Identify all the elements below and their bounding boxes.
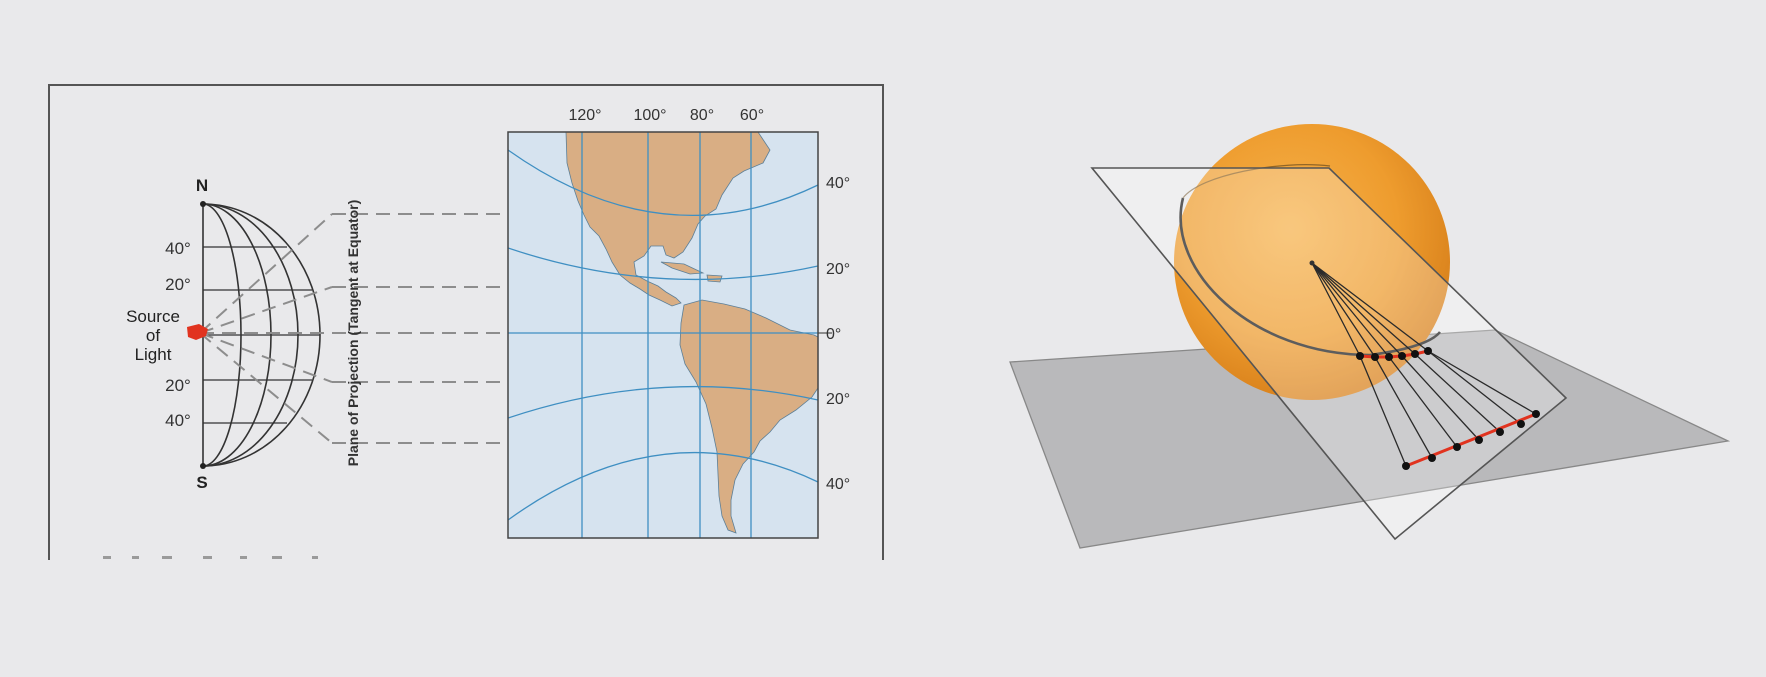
map-border: [507, 131, 819, 539]
tilted-tangent-plane: [1090, 167, 1568, 541]
map-lat-label: 0°: [826, 326, 841, 343]
plane-points: [1402, 410, 1540, 470]
source-label-line: Light: [135, 345, 172, 364]
globe-lat-label: 20°: [165, 376, 191, 395]
map-lat-label: 20°: [826, 391, 850, 408]
map-lon-label: 120°: [568, 107, 601, 124]
source-label-line: Source: [126, 307, 180, 326]
map-land-north-america: [565, 132, 771, 307]
source-label-line: of: [146, 326, 160, 345]
pole-north-label: N: [196, 176, 208, 195]
map-land-cuba: [660, 261, 705, 275]
light-source-icon: [187, 324, 208, 340]
red-projected-segment: [1405, 412, 1537, 468]
projection-rays-3d: [1311, 262, 1537, 467]
map-lon-label: 80°: [690, 107, 714, 124]
sphere-projection-figure: [1009, 124, 1731, 549]
globe-lat-label: 40°: [165, 239, 191, 258]
great-circle-back: [1182, 164, 1331, 199]
globe-lat-label: 20°: [165, 275, 191, 294]
sphere-points: [1356, 347, 1432, 361]
figure-frame: [48, 84, 884, 560]
sphere-center-point: [1309, 260, 1315, 266]
map-lon-label: 100°: [633, 107, 666, 124]
map-graticule: [508, 132, 818, 538]
pole-north-point: [200, 201, 206, 207]
map-lat-label: 40°: [826, 175, 850, 192]
gnomonic-projection-figure: N S 40° 20° 20° 40° Source of Light Plan…: [48, 84, 884, 560]
map-lat-label: 20°: [826, 261, 850, 278]
projection-rays: [199, 213, 840, 444]
map-lon-label: 60°: [740, 107, 764, 124]
globe-lat-label: 40°: [165, 411, 191, 430]
map-lat-label: 40°: [826, 476, 850, 493]
map-land-south-america: [679, 299, 818, 534]
plane-of-projection-label: Plane of Projection (Tangent at Equator): [345, 200, 361, 467]
pole-south-point: [200, 463, 206, 469]
globe-cross-section: [202, 203, 321, 467]
cropped-caption-remnant: [103, 556, 318, 559]
pole-south-label: S: [196, 473, 207, 492]
projected-map: [507, 131, 819, 539]
